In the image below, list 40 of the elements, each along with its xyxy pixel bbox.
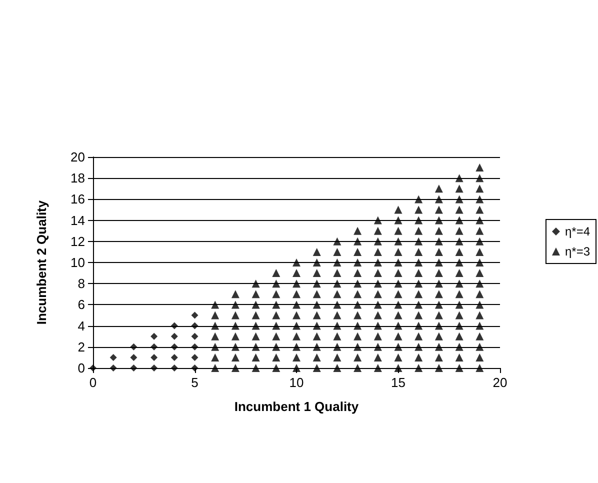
y-tick-label: 12 (70, 234, 85, 249)
point (130, 343, 138, 350)
point (150, 332, 158, 340)
point (170, 354, 178, 361)
y-tick-label: 18 (70, 170, 85, 186)
point (110, 364, 117, 372)
point (110, 354, 117, 361)
x-tick-label: 10 (289, 375, 304, 390)
y-tick-label: 4 (78, 318, 85, 334)
y-axis-title: Incumbent 2 Quality (34, 200, 49, 325)
x-tick-label: 15 (391, 375, 406, 390)
point (150, 354, 158, 361)
point (191, 343, 198, 350)
point (170, 332, 178, 340)
point (130, 354, 138, 361)
y-tick-label: 14 (70, 212, 85, 228)
point (170, 343, 178, 350)
y-tick-label: 16 (70, 192, 85, 207)
point (191, 332, 198, 340)
y-tick-label: 6 (78, 297, 85, 312)
point (170, 322, 178, 330)
y-tick-label: 10 (70, 255, 85, 270)
point (130, 364, 138, 372)
point (191, 354, 198, 361)
point (191, 312, 198, 319)
x-tick-label: 0 (89, 375, 97, 390)
point (191, 364, 198, 372)
y-tick-label: 2 (78, 339, 85, 354)
point (150, 343, 158, 350)
legend-label: η*=3 (564, 244, 590, 258)
x-axis-title: Incumbent 1 Quality (234, 399, 360, 414)
point (150, 364, 158, 372)
y-tick-label: 0 (78, 360, 85, 376)
point (170, 364, 178, 372)
x-tick-label: 5 (191, 375, 198, 390)
y-tick-label: 20 (70, 150, 85, 164)
x-tick-label: 20 (492, 375, 508, 390)
y-tick-label: 8 (78, 276, 85, 292)
point (191, 322, 198, 330)
legend-label: η*=4 (564, 224, 590, 238)
